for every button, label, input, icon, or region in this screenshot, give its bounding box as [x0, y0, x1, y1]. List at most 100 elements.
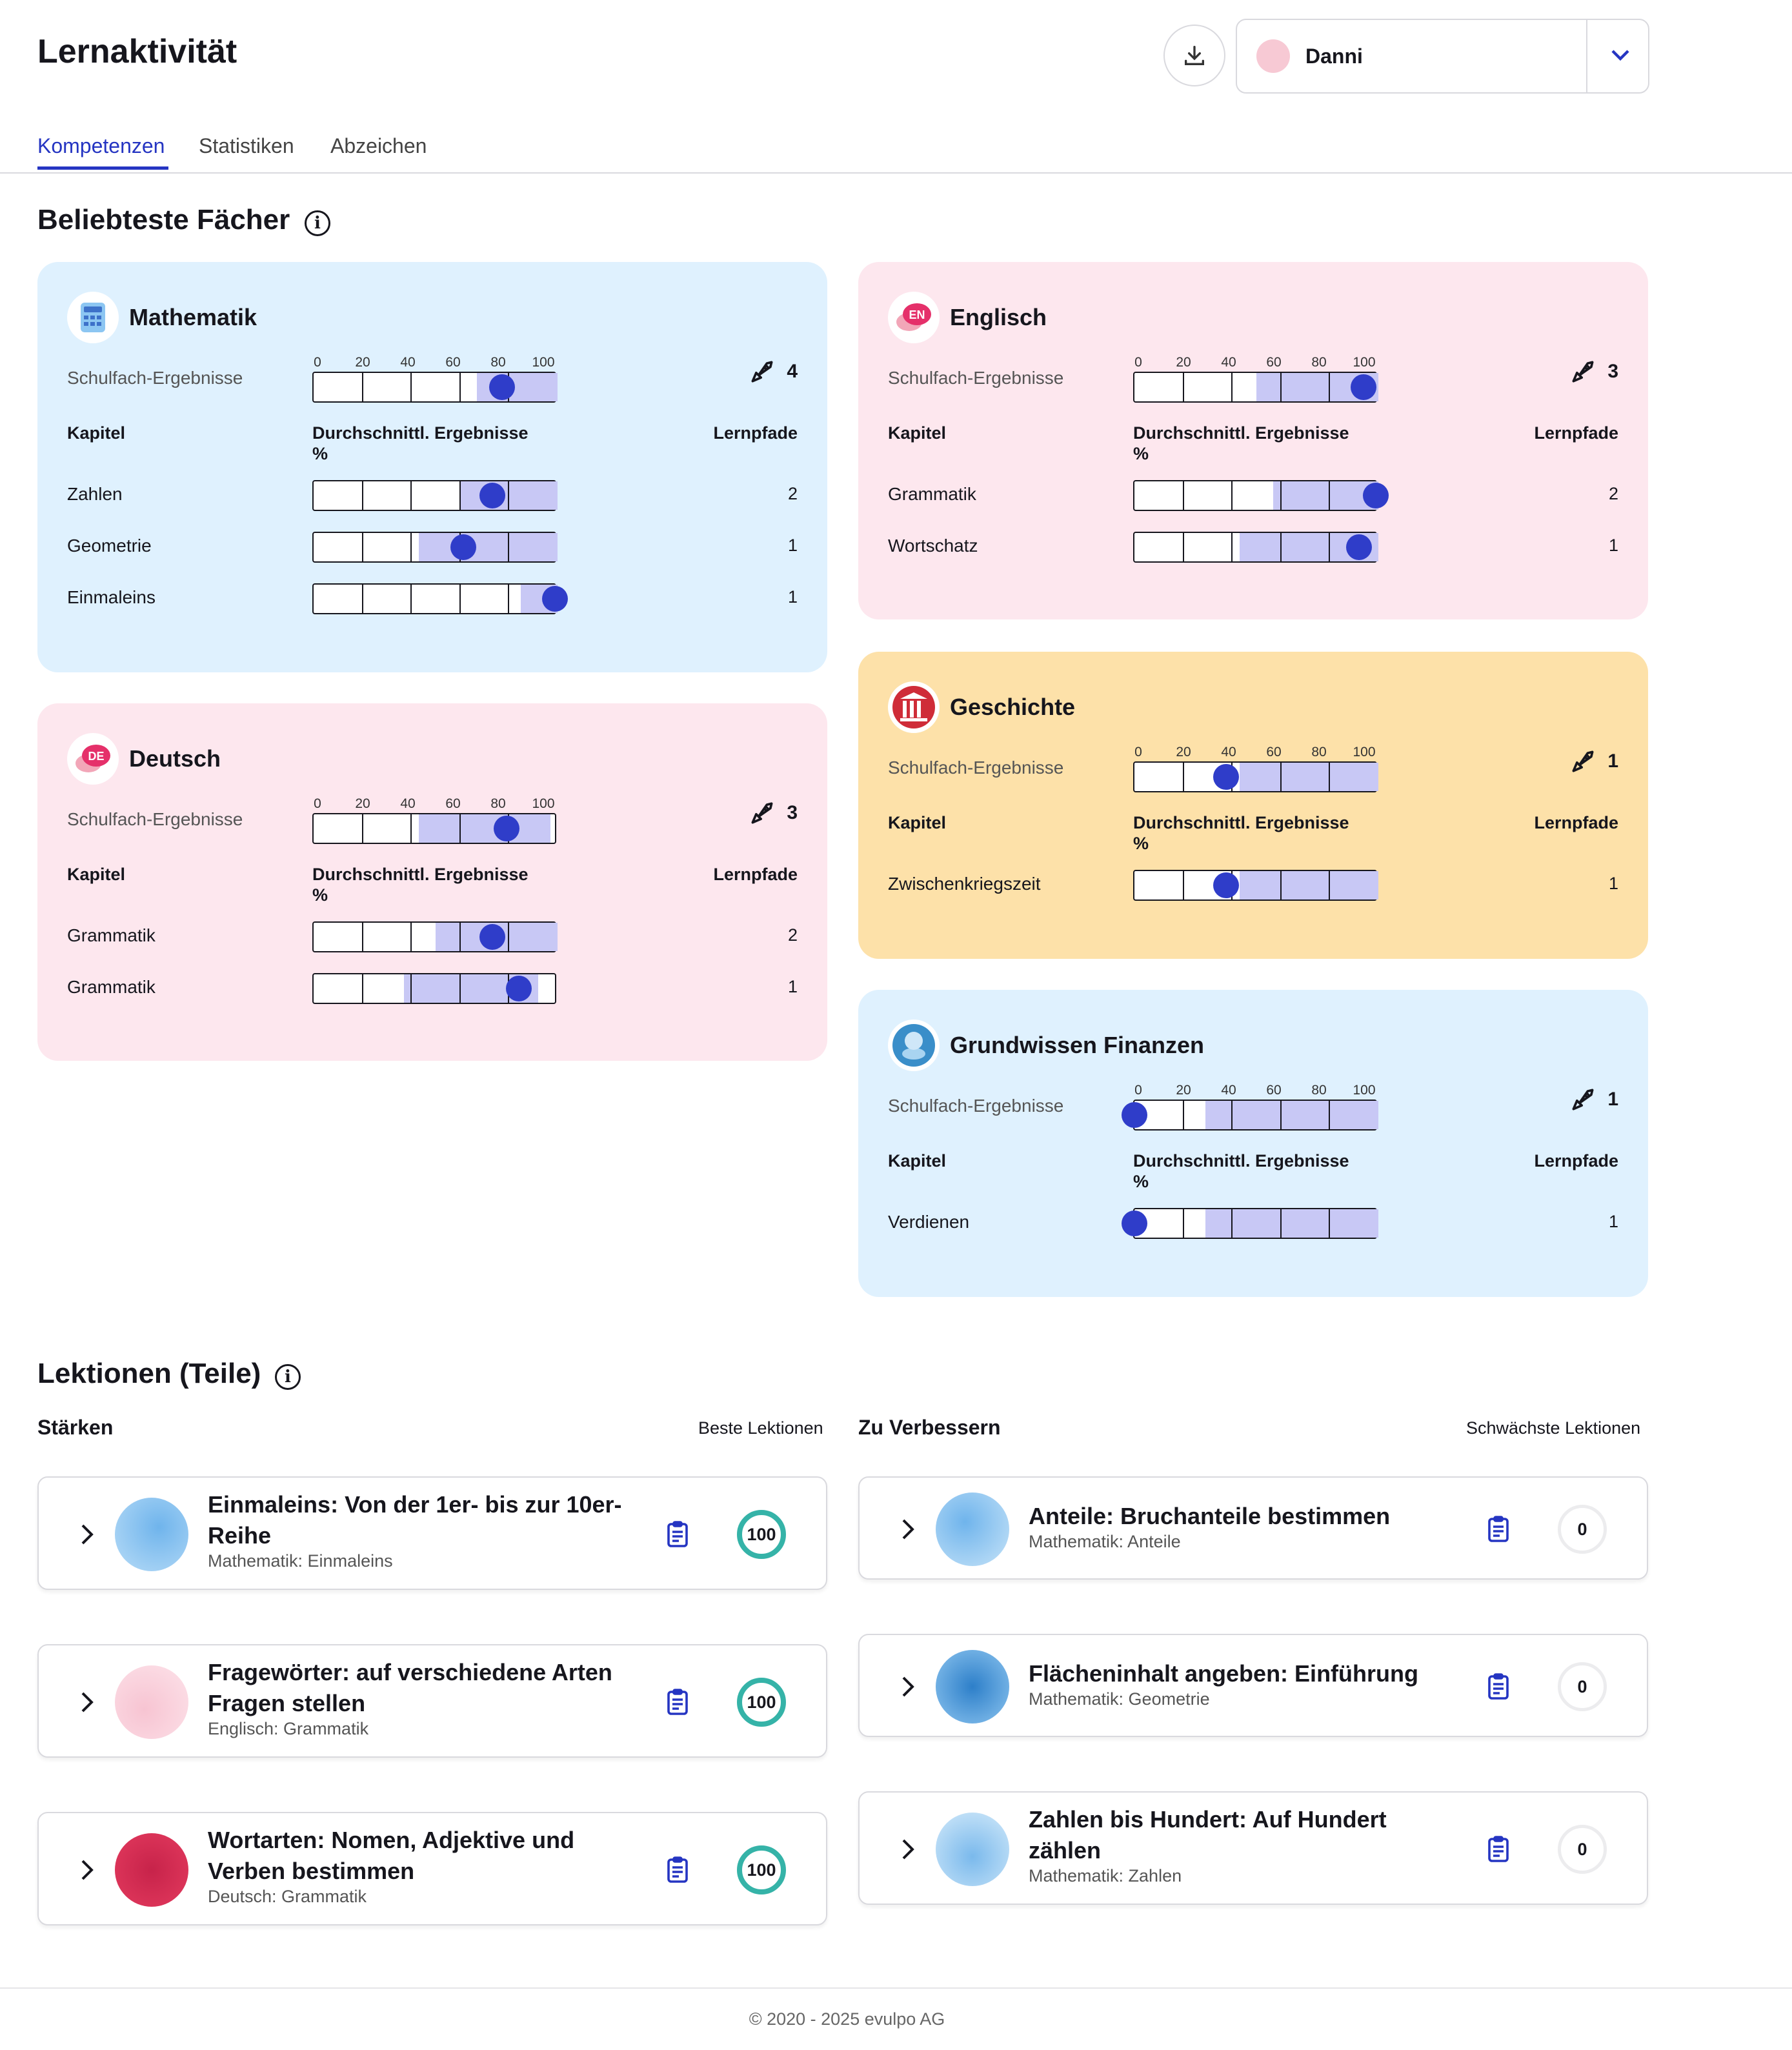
result-bar [312, 813, 556, 844]
paths-count: 1 [1569, 1085, 1618, 1114]
result-bar [312, 372, 558, 403]
footer-copyright: © 2020 - 2025 evulpo AG [749, 2009, 945, 2029]
lesson-subtitle: Mathematik: Zahlen [1029, 1866, 1182, 1885]
tick-label: 20 [1176, 355, 1191, 370]
info-icon[interactable]: i [275, 1364, 301, 1390]
lesson-card[interactable]: Anteile: Bruchanteile bestimmen Mathemati… [858, 1476, 1648, 1580]
section-title-lessons: Lektionen (Teile) [37, 1358, 261, 1389]
chapter-paths: 1 [1608, 1212, 1618, 1231]
info-icon[interactable]: i [305, 210, 330, 236]
user-select[interactable]: Danni [1236, 19, 1649, 94]
chevron-right-icon[interactable] [892, 1514, 923, 1545]
result-marker [450, 534, 476, 560]
tick-label: 100 [532, 796, 555, 811]
paths-count: 3 [1569, 357, 1618, 386]
lesson-card[interactable]: Wortarten: Nomen, Adjektive und Verben be… [37, 1812, 827, 1925]
paths-header: Lernpfade [1534, 813, 1618, 832]
lesson-score: 0 [1558, 1505, 1607, 1554]
chevron-right-icon[interactable] [71, 1854, 102, 1885]
result-range [418, 814, 550, 843]
user-name: Danni [1305, 45, 1363, 68]
chapter-header: Kapitel [888, 1151, 947, 1171]
lesson-score: 0 [1558, 1825, 1607, 1874]
chapter-paths: 1 [787, 587, 798, 607]
chapter-name: Zwischenkriegszeit [888, 874, 1041, 894]
chapter-name: Wortschatz [888, 536, 978, 556]
lesson-card[interactable]: Flächeninhalt angeben: Einführung Mathema… [858, 1634, 1648, 1737]
clipboard-icon[interactable] [662, 1519, 693, 1550]
svg-text:EN: EN [909, 308, 925, 321]
result-marker [494, 816, 520, 841]
chapter-paths: 1 [1608, 536, 1618, 555]
school-results-label: Schulfach-Ergebnisse [67, 368, 243, 388]
clipboard-icon[interactable] [1483, 1514, 1514, 1545]
chapter-paths: 2 [787, 925, 798, 945]
chevron-right-icon[interactable] [892, 1834, 923, 1865]
tick-label: 0 [1134, 745, 1142, 759]
clipboard-icon[interactable] [662, 1687, 693, 1718]
clipboard-icon[interactable] [662, 1854, 693, 1885]
subject-card: Geschichte 0 20 40 60 80 100 Schulfach-Ergebnis… [858, 652, 1648, 959]
result-bar [1133, 372, 1378, 403]
tick-label: 0 [1134, 355, 1142, 370]
svg-text:DE: DE [88, 750, 104, 763]
result-marker [1213, 764, 1240, 790]
school-results-label: Schulfach-Ergebnisse [888, 758, 1064, 778]
result-range [1239, 763, 1378, 791]
lesson-card[interactable]: Einmaleins: Von der 1er- bis zur 10er- Re… [37, 1476, 827, 1590]
chevron-right-icon[interactable] [71, 1687, 102, 1718]
result-bar [312, 532, 558, 563]
chapter-paths: 1 [787, 536, 798, 555]
school-results-label: Schulfach-Ergebnisse [888, 1096, 1064, 1116]
paths-header: Lernpfade [713, 423, 798, 443]
lesson-score: 100 [737, 1510, 786, 1559]
avg-results-header: Durchschnittl. Ergebnisse [312, 865, 529, 884]
lesson-title-line2: Fragen stellen [208, 1690, 366, 1716]
tab-statistiken[interactable]: Statistiken [199, 134, 294, 157]
lesson-thumbnail [936, 1650, 1009, 1723]
avg-results-header: Durchschnittl. Ergebnisse [1133, 1151, 1349, 1171]
result-range [418, 533, 558, 561]
weakest-lessons-label: Schwächste Lektionen [1466, 1418, 1641, 1438]
download-button[interactable] [1163, 25, 1225, 86]
percent-label: % [312, 444, 328, 463]
subject-icon [67, 292, 119, 343]
result-bar [312, 921, 558, 952]
lesson-title: Wortarten: Nomen, Adjektive und [208, 1827, 575, 1853]
result-marker [505, 976, 532, 1001]
result-bar [312, 973, 556, 1004]
tick-label: 60 [445, 355, 461, 370]
lesson-subtitle: Englisch: Grammatik [208, 1719, 369, 1738]
tab-abzeichen[interactable]: Abzeichen [330, 134, 427, 157]
paths-count: 3 [748, 799, 798, 827]
result-marker [1213, 872, 1240, 898]
tick-label: 0 [1134, 1083, 1142, 1098]
chevron-right-icon[interactable] [71, 1519, 102, 1550]
axis-ticks: 0 20 40 60 80 100 [1134, 355, 1380, 370]
percent-label: % [312, 885, 328, 905]
tick-label: 80 [1311, 355, 1327, 370]
paths-header: Lernpfade [1534, 423, 1618, 443]
lesson-title-line2: zählen [1029, 1837, 1102, 1864]
tab-divider [0, 172, 1792, 174]
clipboard-icon[interactable] [1483, 1671, 1514, 1702]
lesson-card[interactable]: Fragewörter: auf verschiedene Arten Frage… [37, 1644, 827, 1758]
improve-heading: Zu Verbessern [858, 1416, 1001, 1439]
divider [1586, 20, 1587, 92]
rocket-icon [1572, 361, 1594, 383]
result-bar [312, 583, 568, 614]
axis-ticks: 0 20 40 60 80 100 [314, 355, 559, 370]
tick-label: 0 [314, 355, 321, 370]
lesson-card[interactable]: Zahlen bis Hundert: Auf Hundert zählen Mat… [858, 1791, 1648, 1905]
tab-kompetenzen[interactable]: Kompetenzen [37, 134, 165, 157]
axis-ticks: 0 20 40 60 80 100 [1134, 745, 1380, 760]
subject-icon [888, 681, 940, 733]
chevron-right-icon[interactable] [892, 1671, 923, 1702]
chapter-header: Kapitel [888, 423, 947, 443]
paths-count: 4 [748, 357, 798, 386]
chapter-paths: 2 [1608, 484, 1618, 503]
clipboard-icon[interactable] [1483, 1834, 1514, 1865]
chevron-down-icon[interactable] [1605, 39, 1636, 70]
result-marker [542, 586, 568, 612]
avg-results-header: Durchschnittl. Ergebnisse [1133, 423, 1349, 443]
